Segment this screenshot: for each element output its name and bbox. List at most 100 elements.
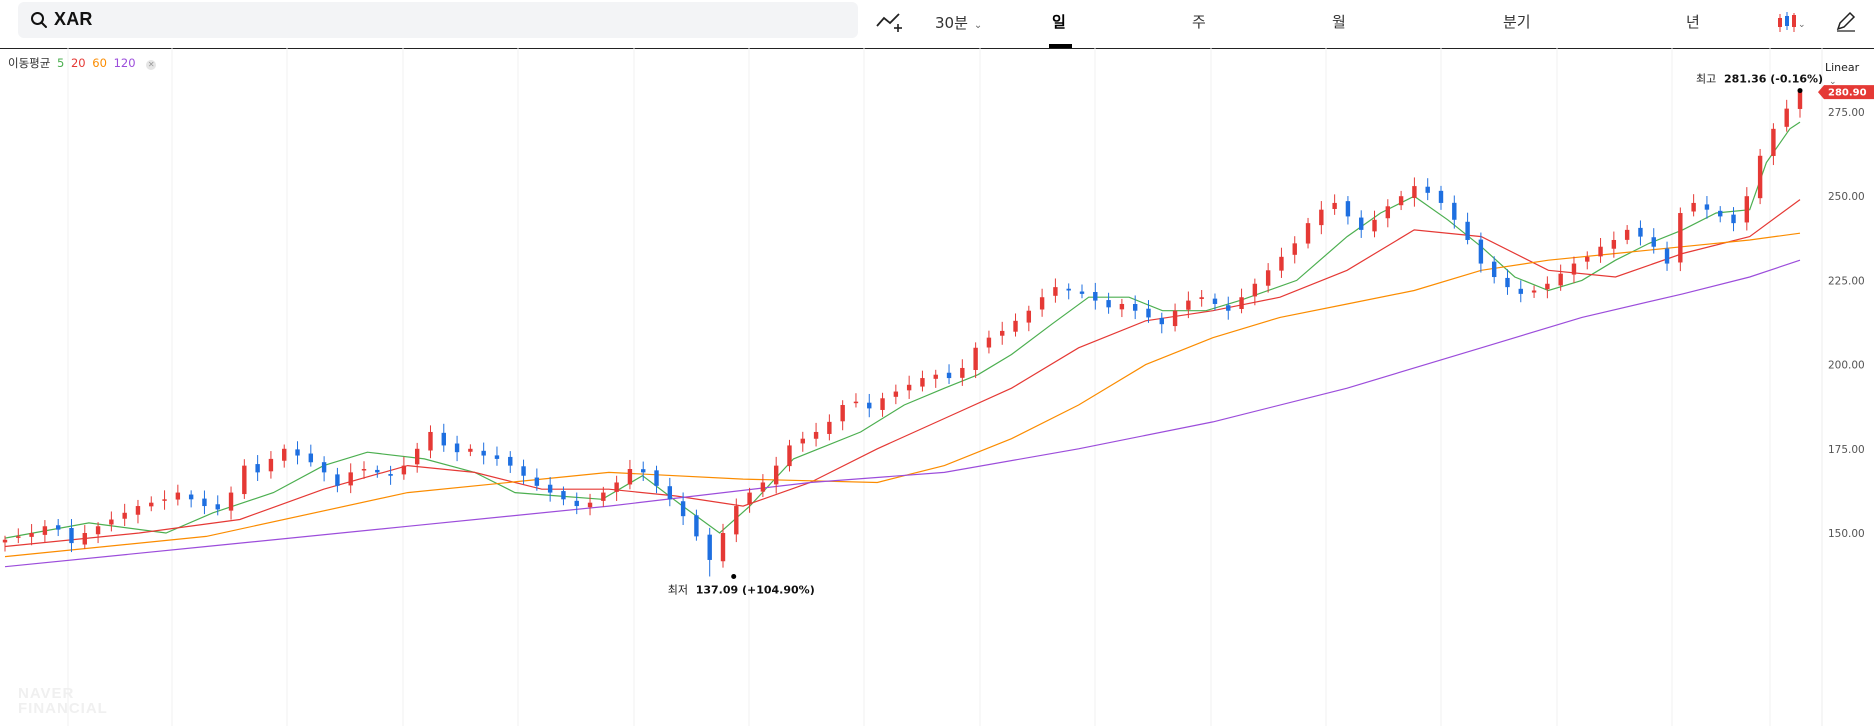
- candle-body: [295, 449, 300, 456]
- candle-body: [946, 372, 952, 379]
- candle-body: [1226, 305, 1231, 311]
- candle-body: [82, 533, 87, 545]
- candle-body: [587, 502, 593, 508]
- min-point-marker: [731, 573, 737, 579]
- tab-quarter[interactable]: 분기: [1503, 13, 1531, 31]
- candle-body: [1385, 206, 1391, 219]
- y-tick-label: 175.00: [1828, 444, 1865, 456]
- pencil-icon[interactable]: [1833, 10, 1861, 34]
- candle-body: [1013, 320, 1018, 332]
- candle-body: [1146, 308, 1151, 318]
- candle-body: [986, 337, 992, 348]
- candle-body: [1531, 290, 1537, 293]
- current-price-label: 280.90: [1828, 88, 1867, 99]
- tab-day[interactable]: 일: [1052, 13, 1066, 31]
- candle-body: [1132, 304, 1138, 311]
- candle-body: [893, 391, 899, 397]
- candle-body: [122, 512, 127, 519]
- scale-label: Linear: [1825, 61, 1860, 74]
- candle-body: [1000, 330, 1005, 336]
- candle-body: [149, 502, 154, 507]
- candle-body: [534, 477, 540, 486]
- candle-body: [1664, 248, 1670, 264]
- candle-body: [308, 453, 314, 463]
- candle-body: [1638, 227, 1643, 237]
- candle-body: [933, 374, 938, 379]
- candle-body: [361, 469, 367, 471]
- search-query[interactable]: XAR: [54, 9, 93, 29]
- candle-body: [414, 448, 420, 465]
- tab-month[interactable]: 월: [1332, 13, 1346, 31]
- candle-body: [827, 421, 832, 434]
- candle-body: [42, 526, 48, 535]
- candle-body: [228, 492, 234, 511]
- candle-body: [1093, 292, 1098, 301]
- price-chart[interactable]: 275.00 250.00 225.00 200.00 175.00 150.00 최고 2…: [0, 48, 1874, 726]
- candle-body: [1505, 277, 1510, 288]
- candle-body: [614, 482, 619, 492]
- toolbar: XAR 30분 ⌄ 일 주 월 분기 년 ⌄: [0, 0, 1874, 49]
- candle-body: [1718, 210, 1723, 217]
- y-axis: 275.00 250.00 225.00 200.00 175.00 150.00: [1828, 107, 1865, 540]
- chevron-down-icon: ⌄: [1829, 77, 1837, 87]
- candle-body: [1757, 155, 1763, 199]
- candle-body: [1199, 297, 1204, 299]
- candle-body: [574, 500, 579, 507]
- candle-body: [840, 405, 845, 422]
- candle-body: [800, 438, 805, 444]
- candle-body: [920, 378, 925, 387]
- candle-body: [175, 492, 181, 500]
- candle-body: [481, 450, 486, 456]
- candle-body: [1252, 283, 1258, 297]
- candle-body: [135, 506, 141, 515]
- candle-body: [787, 445, 792, 467]
- candle-body: [1771, 128, 1776, 156]
- candle-body: [1571, 263, 1577, 275]
- candle-body: [1465, 221, 1470, 240]
- candle-body: [1159, 317, 1164, 325]
- candle-body: [694, 515, 699, 537]
- candle-body: [707, 534, 712, 560]
- candle-body: [1279, 256, 1284, 271]
- candle-body: [109, 519, 114, 525]
- y-tick-label: 200.00: [1828, 360, 1865, 372]
- candle-body: [375, 469, 380, 473]
- candle-body: [667, 486, 673, 500]
- candle-body: [1624, 229, 1630, 240]
- candle-body: [1119, 303, 1125, 310]
- moving-average-lines: [4, 121, 1801, 568]
- candle-body: [162, 499, 167, 501]
- candle-body: [1319, 209, 1324, 226]
- legend-ma20: 20: [70, 56, 86, 70]
- candle-body: [906, 384, 912, 391]
- candle-body: [561, 491, 566, 500]
- candlestick-type-icon[interactable]: ⌄: [1776, 10, 1804, 34]
- ma120-line: [4, 259, 1801, 568]
- candle-body: [1053, 287, 1058, 296]
- candle-body: [1079, 291, 1085, 294]
- candle-body: [1784, 108, 1789, 127]
- candle-body: [853, 401, 859, 404]
- chevron-down-icon: ⌄: [973, 20, 983, 31]
- candle-body: [268, 458, 274, 472]
- search-box[interactable]: XAR: [18, 2, 858, 38]
- trend-line-icon[interactable]: [875, 10, 903, 34]
- tab-week[interactable]: 주: [1192, 13, 1206, 31]
- candle-body: [1558, 273, 1563, 286]
- candle-body: [1704, 204, 1710, 210]
- candle-body: [1212, 298, 1218, 304]
- candle-body: [29, 533, 34, 537]
- candle-body: [16, 536, 21, 538]
- candle-body: [1585, 256, 1590, 262]
- scale-select[interactable]: Linear ⌄: [1825, 61, 1874, 87]
- candle-body: [627, 469, 633, 485]
- candle-body: [1491, 261, 1497, 278]
- candle-body: [1611, 239, 1617, 249]
- legend-close-icon[interactable]: ✕: [146, 60, 157, 70]
- interval-select[interactable]: 30분 ⌄: [935, 12, 982, 33]
- candle-body: [494, 455, 500, 459]
- candle-body: [1731, 214, 1736, 224]
- candle-body: [641, 469, 646, 473]
- candle-body: [973, 347, 978, 370]
- tab-year[interactable]: 년: [1686, 13, 1700, 31]
